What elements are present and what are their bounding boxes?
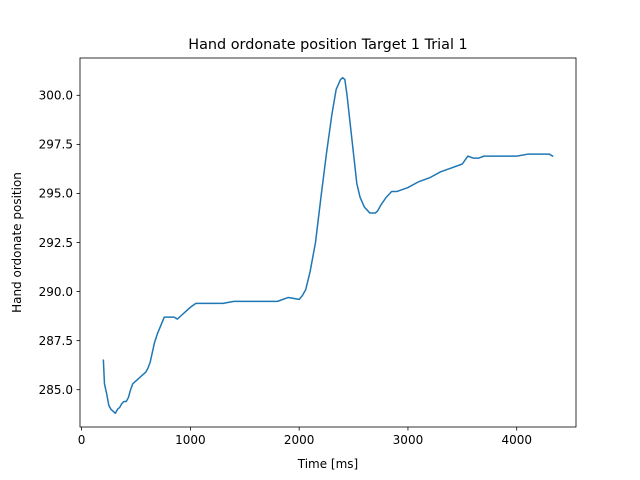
x-tick-label: 2000: [284, 433, 315, 447]
x-axis-ticks: 0 1000 2000 3000 4000: [78, 427, 532, 447]
x-tick-label: 1000: [175, 433, 206, 447]
plot-area-frame: [79, 57, 577, 428]
x-axis-label: Time [ms]: [297, 457, 359, 471]
y-tick-label: 295.0: [39, 187, 73, 201]
x-tick-label: 3000: [393, 433, 424, 447]
y-tick-label: 285.0: [39, 383, 73, 397]
y-tick-label: 287.5: [39, 334, 73, 348]
x-tick-label: 0: [78, 433, 86, 447]
y-tick-label: 297.5: [39, 138, 73, 152]
y-tick-label: 290.0: [39, 285, 73, 299]
y-axis-label: Hand ordonate position: [10, 172, 24, 313]
y-tick-label: 292.5: [39, 236, 73, 250]
y-tick-label: 300.0: [39, 89, 73, 103]
plot-lines: [102, 76, 554, 415]
x-tick-label: 4000: [501, 433, 532, 447]
series-line: [102, 76, 554, 415]
chart-title: Hand ordonate position Target 1 Trial 1: [188, 37, 467, 53]
y-axis-ticks: 285.0 287.5 290.0 292.5 295.0 297.5 300.0: [39, 89, 80, 397]
